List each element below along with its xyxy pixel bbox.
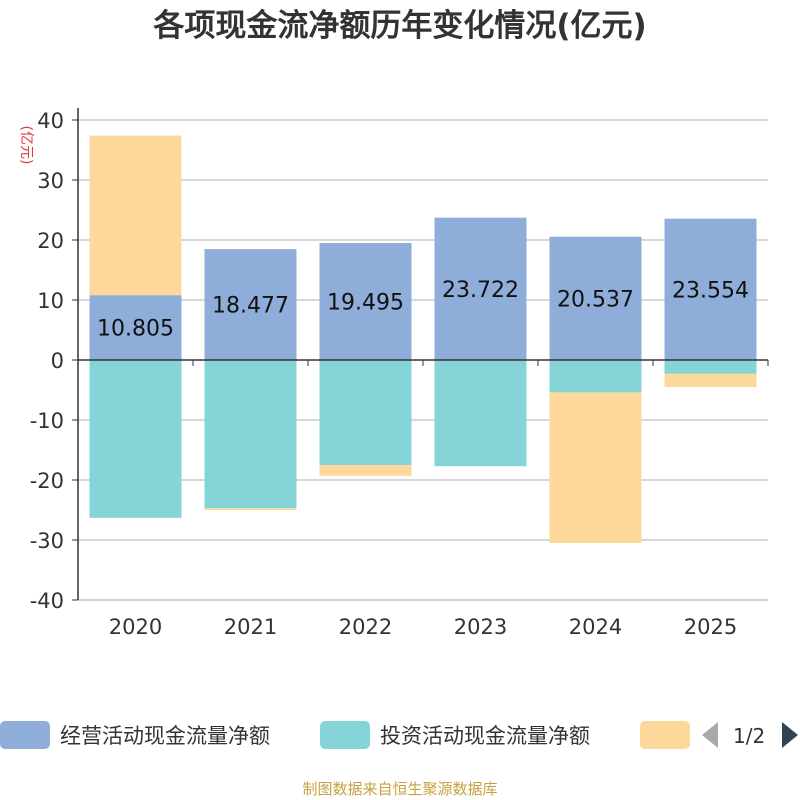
y-tick-label: 10 [37,289,64,313]
bar-2022-series-1[interactable] [319,360,412,465]
bar-2023-series-0[interactable] [434,217,527,360]
data-source-note: 制图数据来自恒生聚源数据库 [302,780,498,798]
y-tick-label: -10 [30,409,64,433]
bar-2025-series-2[interactable] [664,373,757,387]
data-label-2021: 18.477 [212,294,289,319]
y-tick-label: -20 [30,469,64,493]
legend[interactable]: 经营活动现金流量净额 投资活动现金流量净额 1/2 [0,721,798,749]
legend-next-icon[interactable] [782,722,798,748]
x-tick-label: 2020 [109,615,162,639]
x-tick-label: 2023 [454,615,507,639]
legend-item-0[interactable]: 经营活动现金流量净额 [0,721,270,749]
y-tick-label: 0 [51,349,64,373]
legend-item-1[interactable]: 投资活动现金流量净额 [320,721,590,749]
data-label-2025: 23.554 [672,278,749,303]
y-tick-label: -40 [30,589,64,613]
y-axis-label: (亿元) [18,126,34,165]
data-label-2023: 23.722 [442,278,519,303]
bar-2023-series-1[interactable] [434,360,527,467]
legend-label: 投资活动现金流量净额 [380,724,590,748]
grid-lines [78,119,768,601]
legend-label: 经营活动现金流量净额 [60,724,270,748]
bar-2020-series-0[interactable] [89,295,182,360]
bar-2020-series-1[interactable] [89,360,182,518]
legend-swatch [0,721,50,749]
x-tick-label: 2021 [224,615,277,639]
bar-2022-series-0[interactable] [319,243,412,360]
bar-2024-series-0[interactable] [549,236,642,360]
legend-item-2[interactable] [640,721,690,749]
bar-2025-series-1[interactable] [664,360,757,374]
y-tick-label: 40 [37,109,64,133]
bar-2021-series-0[interactable] [204,249,297,360]
legend-prev-icon[interactable] [702,722,718,748]
chart-title: 各项现金流净额历年变化情况(亿元) [152,8,646,44]
legend-page-indicator: 1/2 [733,724,765,748]
data-label-2020: 10.805 [97,317,174,342]
bar-2021-series-2[interactable] [204,508,297,510]
y-tick-label: 20 [37,229,64,253]
bar-2025-series-0[interactable] [664,218,757,360]
bar-2024-series-1[interactable] [549,360,642,393]
legend-swatch [320,721,370,749]
bars-layer [89,135,757,543]
bar-2020-series-2[interactable] [89,135,182,296]
data-label-2022: 19.495 [327,291,404,316]
x-tick-label: 2025 [684,615,737,639]
bar-2024-series-2[interactable] [549,392,642,543]
axes: 40 30 20 10 0 -10 -20 -30 -40 (亿元) 2020 2021 2022 202… [18,108,769,639]
legend-swatch [640,721,690,749]
y-tick-label: 30 [37,169,64,193]
data-label-2024: 20.537 [557,287,634,312]
x-tick-label: 2022 [339,615,392,639]
y-tick-label: -30 [30,529,64,553]
bar-2022-series-2[interactable] [319,465,412,476]
x-tick-label: 2024 [569,615,622,639]
bar-2021-series-1[interactable] [204,360,297,509]
data-labels: 10.805 18.477 19.495 23.722 20.537 23.554 [97,278,749,342]
